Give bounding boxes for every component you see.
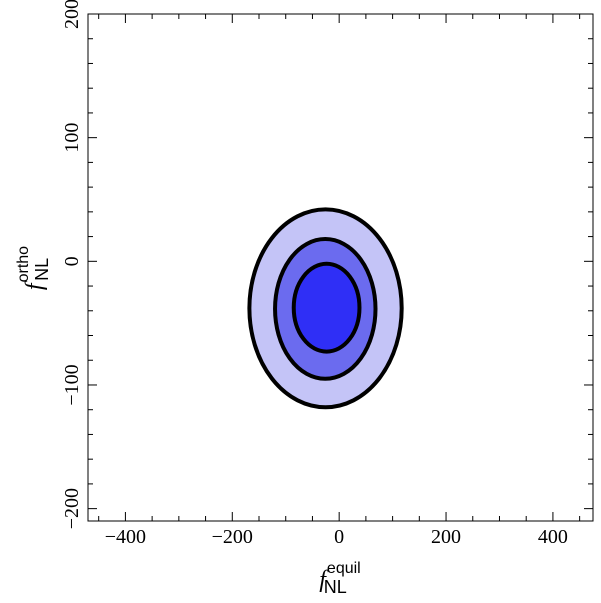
y-axis-label-superscript: ortho: [15, 246, 32, 283]
y-tick-label: −100: [61, 364, 83, 405]
confidence-contours: [247, 207, 404, 410]
x-axis-label-superscript: equil: [327, 560, 361, 577]
x-tick-label: 200: [431, 526, 461, 548]
y-axis-label-symbol: f: [22, 280, 48, 290]
x-tick-labels: −400 −200 0 200 400: [105, 526, 568, 548]
x-axis-label-subscript: NL: [324, 577, 347, 597]
y-tick-label: −200: [61, 488, 83, 529]
y-tick-label: 100: [61, 123, 83, 153]
y-axis-label: forthoNL: [15, 246, 52, 290]
axis-ticks: [88, 13, 593, 521]
y-axis-label-subscript: NL: [32, 258, 52, 281]
x-axis-label: fequil NL: [319, 560, 360, 597]
y-tick-label: 200: [61, 0, 83, 29]
y-tick-labels: −200 −100 0 100 200: [61, 0, 83, 529]
x-tick-label: −200: [212, 526, 253, 548]
x-axis-label-symbol: f: [319, 567, 329, 593]
x-tick-label: −400: [105, 526, 146, 548]
x-tick-label: 0: [334, 526, 344, 548]
y-tick-label: 0: [61, 256, 83, 266]
contour-inner: [291, 261, 362, 354]
x-tick-label: 400: [538, 526, 568, 548]
